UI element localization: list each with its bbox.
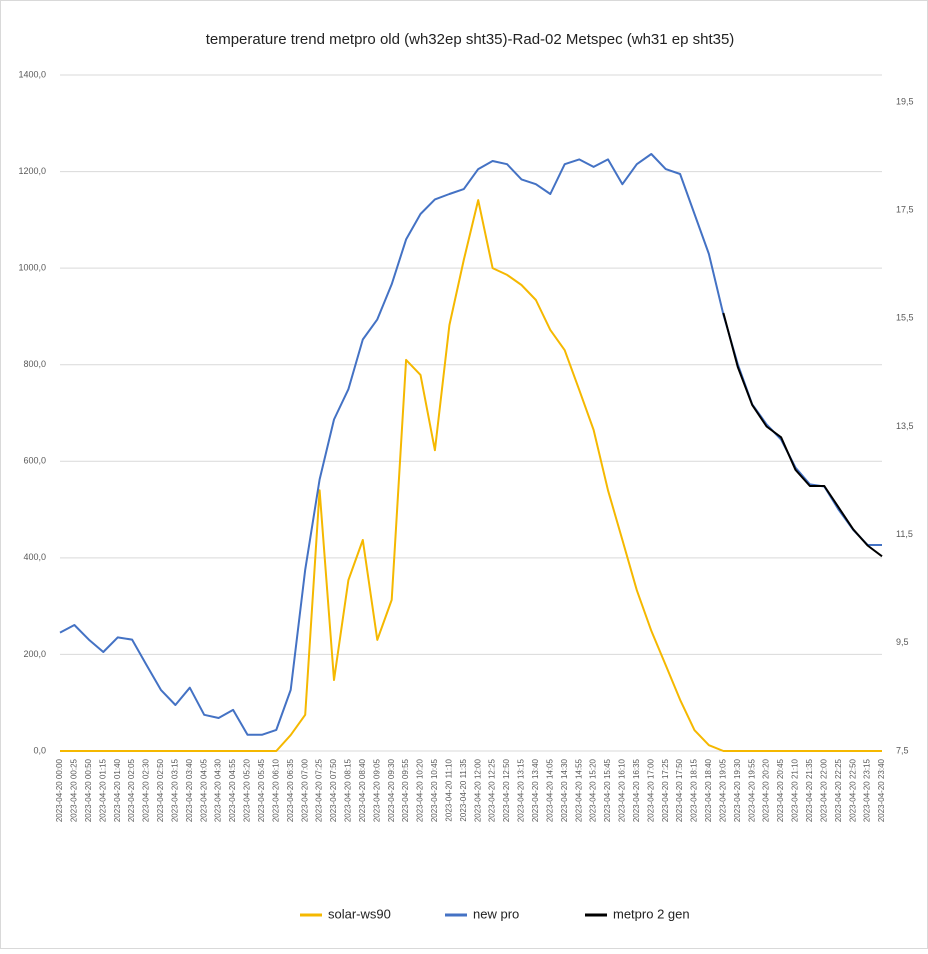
x-tick-label: 2023-04-20 02:50 xyxy=(156,758,165,822)
x-tick-label: 2023-04-20 01:40 xyxy=(113,758,122,822)
y2-tick-label: 9,5 xyxy=(896,637,909,647)
y-tick-label: 0,0 xyxy=(33,745,46,755)
x-tick-label: 2023-04-20 10:45 xyxy=(430,758,439,822)
x-tick-label: 2023-04-20 05:45 xyxy=(257,758,266,822)
series-line xyxy=(60,199,882,752)
y2-tick-label: 13,5 xyxy=(896,421,914,431)
x-tick-label: 2023-04-20 13:15 xyxy=(517,758,526,822)
x-tick-label: 2023-04-20 16:35 xyxy=(632,758,641,822)
x-tick-label: 2023-04-20 10:20 xyxy=(416,758,425,822)
x-tick-label: 2023-04-20 03:15 xyxy=(170,758,179,822)
x-tick-label: 2023-04-20 22:50 xyxy=(848,758,857,822)
x-tick-label: 2023-04-20 13:40 xyxy=(531,758,540,822)
x-tick-label: 2023-04-20 04:30 xyxy=(214,758,223,822)
y2-tick-label: 17,5 xyxy=(896,205,914,215)
x-tick-label: 2023-04-20 00:25 xyxy=(70,758,79,822)
x-tick-label: 2023-04-20 00:50 xyxy=(84,758,93,822)
y-tick-label: 600,0 xyxy=(23,456,46,466)
x-tick-label: 2023-04-20 21:10 xyxy=(791,758,800,822)
x-tick-label: 2023-04-20 19:55 xyxy=(747,758,756,822)
x-tick-label: 2023-04-20 07:00 xyxy=(300,758,309,822)
x-tick-label: 2023-04-20 02:30 xyxy=(142,758,151,822)
x-tick-label: 2023-04-20 02:05 xyxy=(127,758,136,822)
x-tick-label: 2023-04-20 17:00 xyxy=(646,758,655,822)
y-tick-label: 1200,0 xyxy=(18,166,46,176)
x-tick-label: 2023-04-20 22:25 xyxy=(834,758,843,822)
x-tick-label: 2023-04-20 19:30 xyxy=(733,758,742,822)
x-tick-label: 2023-04-20 17:50 xyxy=(675,758,684,822)
x-tick-label: 2023-04-20 23:15 xyxy=(863,758,872,822)
x-tick-label: 2023-04-20 14:30 xyxy=(560,758,569,822)
x-tick-label: 2023-04-20 01:15 xyxy=(98,758,107,822)
x-tick-label: 2023-04-20 07:25 xyxy=(315,758,324,822)
y-tick-label: 1000,0 xyxy=(18,263,46,273)
x-tick-label: 2023-04-20 23:40 xyxy=(877,758,886,822)
x-tick-label: 2023-04-20 15:20 xyxy=(589,758,598,822)
x-tick-label: 2023-04-20 06:10 xyxy=(271,758,280,822)
x-tick-label: 2023-04-20 04:55 xyxy=(228,758,237,822)
x-tick-label: 2023-04-20 08:15 xyxy=(344,758,353,822)
x-tick-label: 2023-04-20 12:50 xyxy=(502,758,511,822)
x-tick-label: 2023-04-20 09:55 xyxy=(401,758,410,822)
x-tick-label: 2023-04-20 09:30 xyxy=(387,758,396,822)
x-tick-label: 2023-04-20 21:35 xyxy=(805,758,814,822)
x-tick-label: 2023-04-20 11:35 xyxy=(459,758,468,821)
legend-label: new pro xyxy=(473,906,519,921)
x-tick-label: 2023-04-20 04:05 xyxy=(199,758,208,822)
x-tick-label: 2023-04-20 11:10 xyxy=(444,758,453,821)
x-tick-label: 2023-04-20 03:40 xyxy=(185,758,194,822)
x-tick-label: 2023-04-20 15:45 xyxy=(603,758,612,822)
y-tick-label: 1400,0 xyxy=(18,69,46,79)
x-tick-label: 2023-04-20 00:00 xyxy=(55,758,64,822)
y-tick-label: 200,0 xyxy=(23,649,46,659)
x-tick-label: 2023-04-20 20:45 xyxy=(776,758,785,822)
y2-tick-label: 19,5 xyxy=(896,96,914,106)
legend-label: solar-ws90 xyxy=(328,906,391,921)
x-tick-label: 2023-04-20 22:00 xyxy=(819,758,828,822)
x-tick-label: 2023-04-20 18:15 xyxy=(690,758,699,822)
y2-tick-label: 7,5 xyxy=(896,745,909,755)
x-tick-label: 2023-04-20 09:05 xyxy=(372,758,381,822)
x-tick-label: 2023-04-20 20:20 xyxy=(762,758,771,822)
x-tick-label: 2023-04-20 17:25 xyxy=(661,758,670,822)
y2-tick-label: 15,5 xyxy=(896,313,914,323)
x-tick-label: 2023-04-20 12:25 xyxy=(488,758,497,822)
x-tick-label: 2023-04-20 19:05 xyxy=(718,758,727,822)
x-tick-label: 2023-04-20 12:00 xyxy=(473,758,482,822)
x-tick-label: 2023-04-20 07:50 xyxy=(329,758,338,822)
x-tick-label: 2023-04-20 18:40 xyxy=(704,758,713,822)
x-tick-label: 2023-04-20 08:40 xyxy=(358,758,367,822)
legend-label: metpro 2 gen xyxy=(613,906,690,921)
chart-title: temperature trend metpro old (wh32ep sht… xyxy=(206,31,735,48)
x-tick-label: 2023-04-20 14:55 xyxy=(574,758,583,822)
y-tick-label: 800,0 xyxy=(23,359,46,369)
x-tick-label: 2023-04-20 14:05 xyxy=(545,758,554,822)
x-tick-label: 2023-04-20 05:20 xyxy=(243,758,252,822)
series-line xyxy=(722,312,883,558)
x-tick-label: 2023-04-20 06:35 xyxy=(286,758,295,822)
x-tick-label: 2023-04-20 16:10 xyxy=(618,758,627,822)
y2-tick-label: 11,5 xyxy=(896,529,913,539)
y-tick-label: 400,0 xyxy=(23,552,46,562)
